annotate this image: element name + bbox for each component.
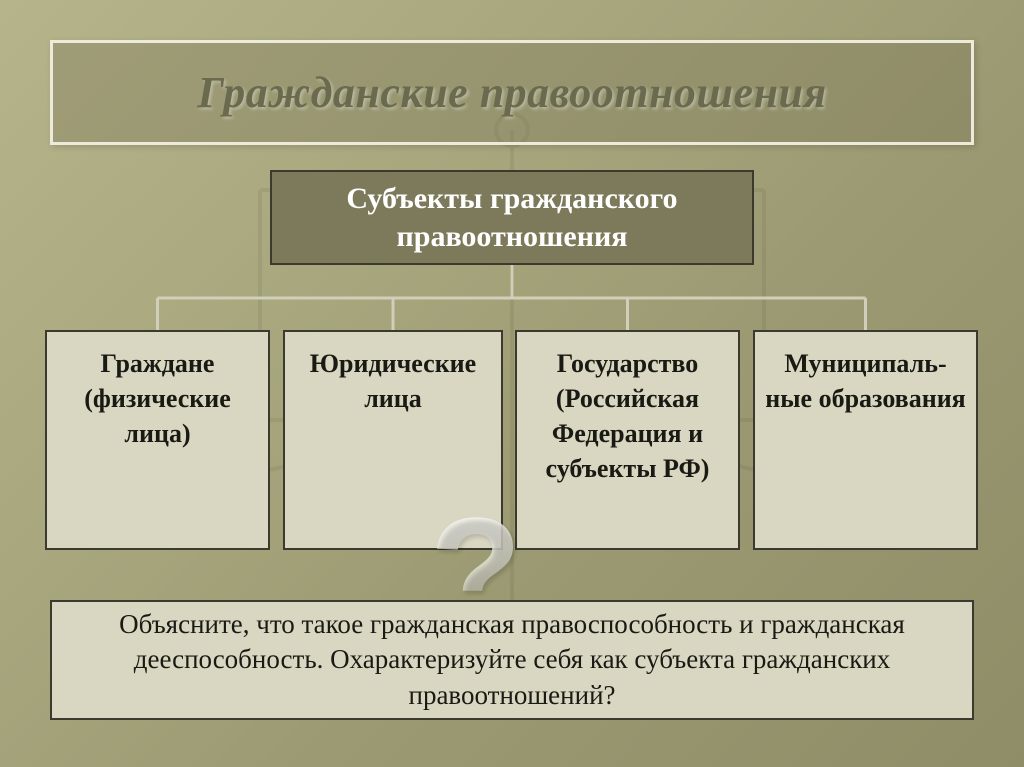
leaf-label: Муниципаль-ные образования [763, 346, 968, 416]
question-text: Объясните, что такое гражданская правосп… [82, 607, 942, 712]
leaf-label: Юридические лица [293, 346, 493, 416]
leaf-label: Государство (Российская Федерация и субъ… [525, 346, 730, 486]
slide-title: Гражданские правоотношения [197, 67, 826, 118]
leaf-node: Государство (Российская Федерация и субъ… [515, 330, 740, 550]
root-label: Субъекты гражданского правоотношения [272, 180, 752, 255]
leaf-label: Граждане (физические лица) [55, 346, 260, 451]
question-box: Объясните, что такое гражданская правосп… [50, 600, 974, 720]
root-node: Субъекты гражданского правоотношения [270, 170, 754, 265]
leaf-node: Юридические лица [283, 330, 503, 550]
slide: Гражданские правоотношения Субъекты граж… [0, 0, 1024, 767]
leaf-node: Муниципаль-ные образования [753, 330, 978, 550]
leaf-node: Граждане (физические лица) [45, 330, 270, 550]
title-frame: Гражданские правоотношения [50, 40, 974, 145]
